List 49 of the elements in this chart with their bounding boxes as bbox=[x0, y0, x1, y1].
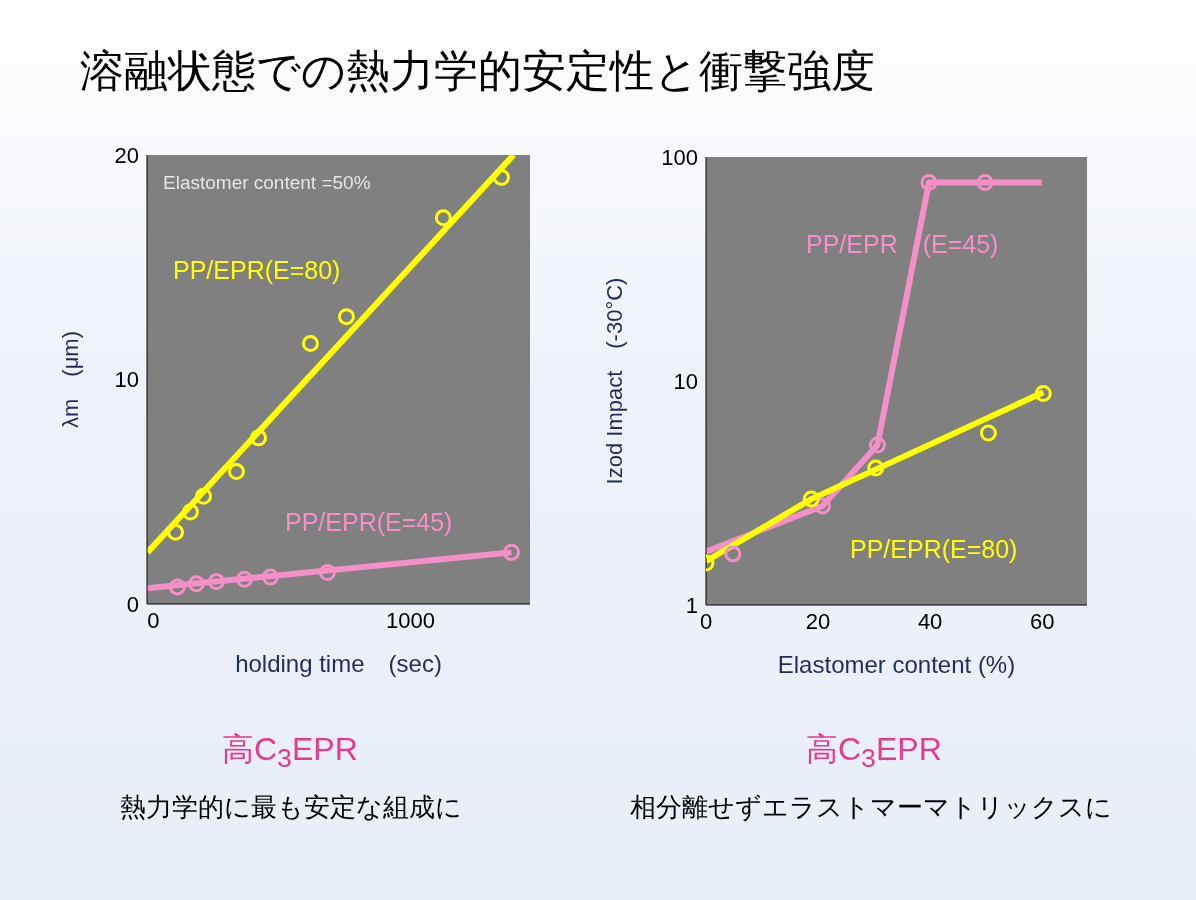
series-label: PP/EPR(E=80) bbox=[850, 535, 1018, 564]
x-tick-label: 20 bbox=[805, 608, 831, 634]
point bbox=[920, 173, 938, 191]
series-label: PP/EPR (E=45) bbox=[806, 229, 999, 260]
point bbox=[181, 503, 199, 521]
point bbox=[227, 463, 245, 481]
point bbox=[235, 570, 253, 588]
point bbox=[976, 173, 994, 191]
point bbox=[318, 564, 336, 582]
point bbox=[167, 523, 185, 541]
point bbox=[868, 436, 886, 454]
series-label: PP/EPR(E=80) bbox=[173, 256, 341, 285]
point bbox=[250, 429, 268, 447]
point bbox=[337, 308, 355, 326]
point bbox=[502, 543, 520, 561]
point bbox=[207, 573, 225, 591]
chart-title: 溶融状態での熱力学的安定性と衝撃強度 bbox=[80, 45, 875, 97]
x-axis-title: Elastomer content (%) bbox=[777, 651, 1016, 678]
point bbox=[1034, 384, 1052, 402]
y-tick-label: 100 bbox=[661, 144, 698, 170]
text: 相分離せずエラストマーマトリックスに bbox=[630, 791, 1112, 824]
x-tick-label: 1000 bbox=[386, 607, 435, 633]
y-axis-title: Izod Impact (-30°C) bbox=[601, 277, 627, 485]
x-axis-title: holding time (sec) bbox=[235, 650, 442, 677]
x-tick-label: 0 bbox=[147, 607, 160, 633]
y-tick-label: 10 bbox=[114, 367, 139, 393]
point bbox=[187, 575, 205, 593]
annotation: Elastomer content =50% bbox=[163, 172, 371, 194]
y-tick-label: 0 bbox=[126, 591, 139, 617]
x-tick-label: 40 bbox=[917, 608, 943, 634]
series-label: PP/EPR(E=45) bbox=[285, 508, 453, 537]
point bbox=[724, 545, 742, 563]
point bbox=[301, 335, 319, 353]
point bbox=[434, 209, 452, 227]
y-axis-title: λm (μm) bbox=[57, 331, 83, 428]
x-tick-label: 60 bbox=[1029, 608, 1055, 634]
point bbox=[195, 487, 213, 505]
y-tick-label: 20 bbox=[114, 142, 139, 168]
text: 高C$_{3}$EPR bbox=[806, 730, 942, 775]
point bbox=[867, 459, 885, 477]
point bbox=[168, 578, 186, 596]
point bbox=[492, 168, 510, 186]
point bbox=[802, 490, 820, 508]
y-tick-label: 1 bbox=[685, 592, 698, 618]
text: 高C$_{3}$EPR bbox=[222, 730, 358, 775]
text: 熱力学的に最も安定な組成に bbox=[120, 791, 462, 824]
y-tick-label: 10 bbox=[673, 368, 698, 394]
point bbox=[979, 424, 997, 442]
point bbox=[261, 568, 279, 586]
